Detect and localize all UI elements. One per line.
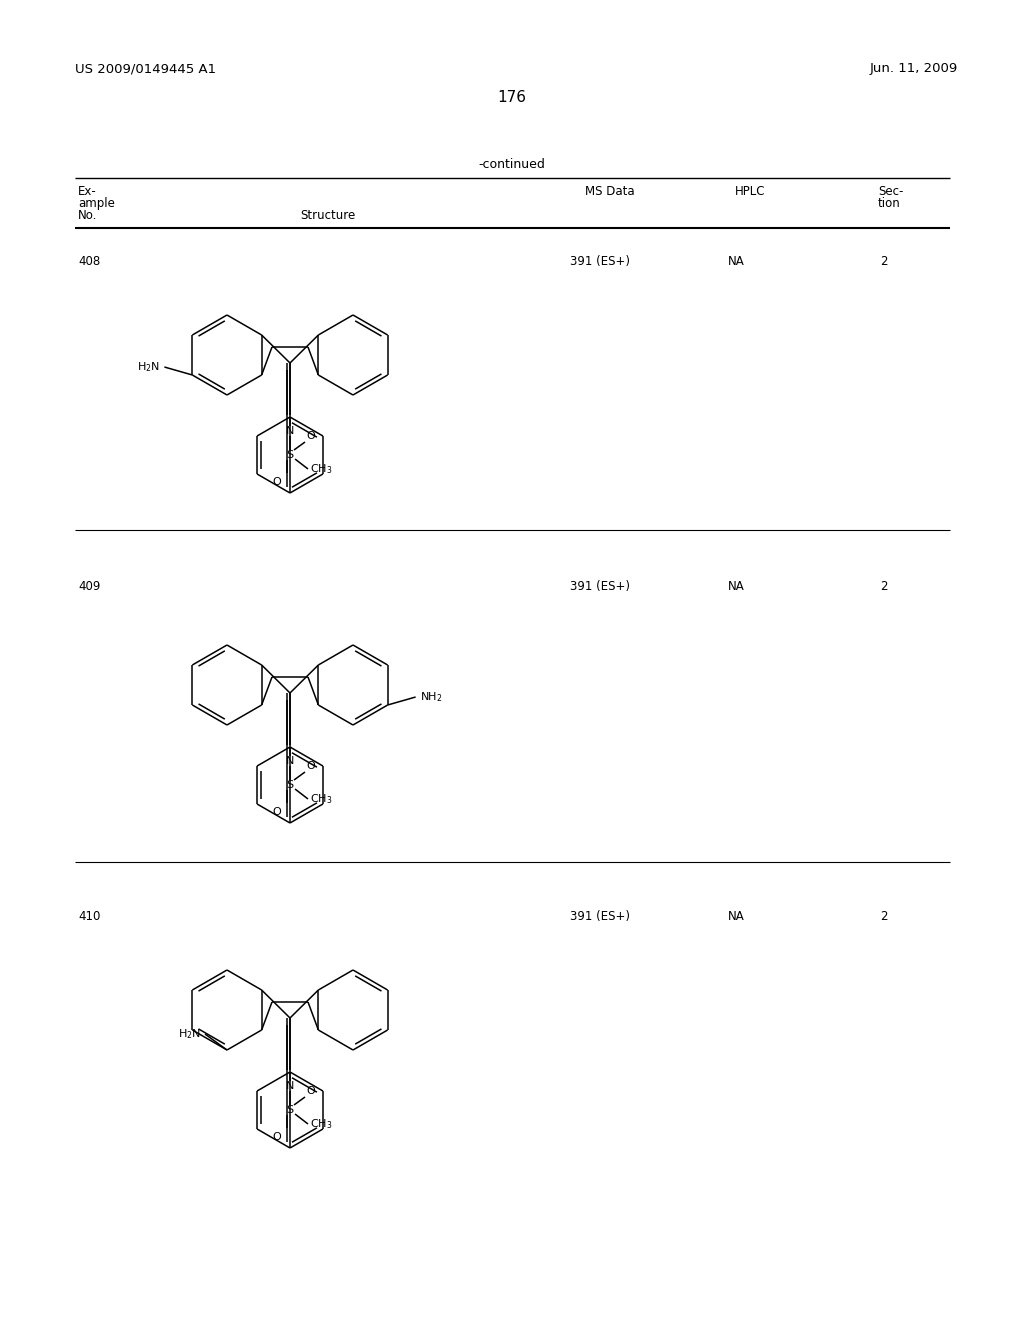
- Text: No.: No.: [78, 209, 97, 222]
- Text: O: O: [306, 1086, 315, 1096]
- Text: 391 (ES+): 391 (ES+): [570, 579, 630, 593]
- Text: N: N: [286, 426, 294, 436]
- Text: O: O: [272, 807, 282, 817]
- Text: O: O: [272, 1133, 282, 1142]
- Text: 2: 2: [880, 579, 888, 593]
- Text: S: S: [287, 780, 294, 789]
- Text: NA: NA: [728, 579, 744, 593]
- Text: tion: tion: [878, 197, 901, 210]
- Text: O: O: [306, 432, 315, 441]
- Text: 409: 409: [78, 579, 100, 593]
- Text: CH$_3$: CH$_3$: [310, 1117, 333, 1131]
- Text: H$_2$N: H$_2$N: [178, 1027, 201, 1041]
- Text: 410: 410: [78, 909, 100, 923]
- Text: H$_2$N: H$_2$N: [137, 360, 161, 374]
- Text: O: O: [272, 477, 282, 487]
- Text: Sec-: Sec-: [878, 185, 903, 198]
- Text: Jun. 11, 2009: Jun. 11, 2009: [870, 62, 958, 75]
- Text: MS Data: MS Data: [585, 185, 635, 198]
- Text: US 2009/0149445 A1: US 2009/0149445 A1: [75, 62, 216, 75]
- Text: 391 (ES+): 391 (ES+): [570, 255, 630, 268]
- Text: -continued: -continued: [478, 158, 546, 172]
- Text: S: S: [287, 450, 294, 459]
- Text: NH$_2$: NH$_2$: [420, 690, 442, 704]
- Text: NA: NA: [728, 255, 744, 268]
- Text: CH$_3$: CH$_3$: [310, 792, 333, 807]
- Text: 176: 176: [498, 90, 526, 106]
- Text: HPLC: HPLC: [735, 185, 766, 198]
- Text: 391 (ES+): 391 (ES+): [570, 909, 630, 923]
- Text: ample: ample: [78, 197, 115, 210]
- Text: Structure: Structure: [300, 209, 355, 222]
- Text: O: O: [306, 762, 315, 771]
- Text: 2: 2: [880, 909, 888, 923]
- Text: N: N: [286, 1081, 294, 1092]
- Text: N: N: [286, 756, 294, 766]
- Text: 408: 408: [78, 255, 100, 268]
- Text: S: S: [287, 1105, 294, 1115]
- Text: NA: NA: [728, 909, 744, 923]
- Text: Ex-: Ex-: [78, 185, 96, 198]
- Text: 2: 2: [880, 255, 888, 268]
- Text: CH$_3$: CH$_3$: [310, 462, 333, 477]
